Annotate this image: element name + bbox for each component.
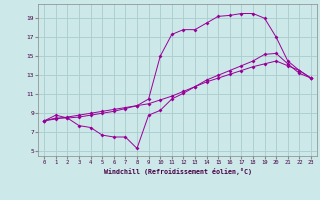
X-axis label: Windchill (Refroidissement éolien,°C): Windchill (Refroidissement éolien,°C) — [104, 168, 252, 175]
